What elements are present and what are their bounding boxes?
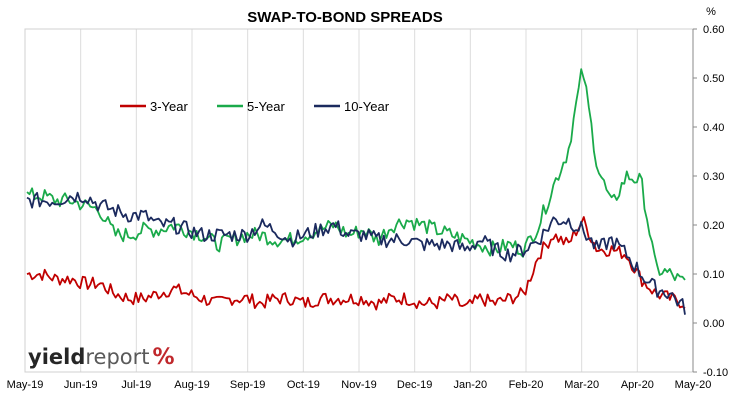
x-tick-label: Feb-20 — [509, 379, 544, 391]
legend-label-5-year: 5-Year — [247, 99, 285, 114]
x-tick-label: Dec-19 — [397, 379, 432, 391]
x-tick-label: Jan-20 — [454, 379, 488, 391]
x-tick-label: Sep-19 — [230, 379, 265, 391]
yieldreport-logo: yieldreport% — [28, 345, 175, 370]
y-axis-ticks: 0.60 0.50 0.40 0.30 0.20 0.10 0.00 -0.10 — [693, 24, 728, 379]
y-tick-label: 0.20 — [703, 220, 724, 232]
y-tick-label: 0.40 — [703, 122, 724, 134]
legend-label-3-year: 3-Year — [150, 99, 188, 114]
y-axis-unit: % — [706, 6, 716, 18]
y-tick-label: 0.10 — [703, 269, 724, 281]
x-tick-label: Aug-19 — [174, 379, 209, 391]
y-tick-label: -0.10 — [703, 367, 728, 379]
svg-text:yieldreport%: yieldreport% — [28, 345, 175, 370]
y-tick-label: 0.00 — [703, 318, 724, 330]
x-tick-label: Mar-20 — [564, 379, 599, 391]
legend: 3-Year 5-Year 10-Year — [120, 99, 390, 114]
chart-title: SWAP-TO-BOND SPREADS — [247, 9, 443, 26]
legend-label-10-year: 10-Year — [344, 99, 390, 114]
logo-text-yield: yield — [28, 345, 85, 369]
x-tick-label: May-20 — [675, 379, 712, 391]
series-line-3-year — [26, 216, 686, 311]
series-line-5-year — [26, 68, 686, 282]
x-tick-label: Nov-19 — [341, 379, 376, 391]
logo-percent: % — [153, 345, 175, 370]
x-tick-label: Apr-20 — [621, 379, 654, 391]
x-tick-label: Jun-19 — [64, 379, 98, 391]
y-tick-label: 0.60 — [703, 24, 724, 36]
x-axis-ticks: May-19 Jun-19 Jul-19 Aug-19 Sep-19 Oct-19 Nov-… — [7, 379, 712, 391]
y-tick-label: 0.30 — [703, 171, 724, 183]
series-lines — [26, 68, 686, 315]
series-line-10-year — [26, 191, 686, 315]
x-tick-label: Jul-19 — [121, 379, 151, 391]
logo-text-report: report — [85, 345, 149, 369]
x-tick-label: May-19 — [7, 379, 44, 391]
y-tick-label: 0.50 — [703, 73, 724, 85]
x-tick-label: Oct-19 — [287, 379, 320, 391]
